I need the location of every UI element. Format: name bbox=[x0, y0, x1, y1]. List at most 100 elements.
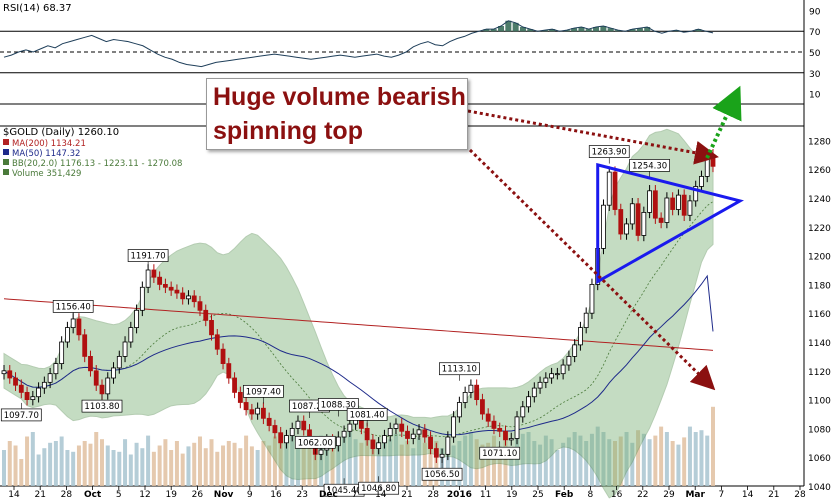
price-tick-label: 1260 bbox=[808, 166, 831, 176]
volume-bar bbox=[19, 459, 24, 486]
x-tick-label: 21 bbox=[34, 490, 45, 500]
x-tick-label: 11 bbox=[480, 490, 491, 500]
candle-body bbox=[382, 435, 387, 444]
price-annotation: 1097.70 bbox=[0, 402, 42, 422]
volume-bar bbox=[336, 444, 341, 486]
candle-body bbox=[122, 341, 128, 357]
candle-body bbox=[526, 396, 531, 408]
volume-bar bbox=[486, 442, 491, 486]
volume-bar bbox=[53, 441, 58, 486]
volume-bar bbox=[613, 441, 618, 486]
volume-bar bbox=[711, 406, 715, 486]
volume-bar bbox=[653, 435, 658, 486]
price-tick-label: 1180 bbox=[808, 281, 831, 291]
candle-body bbox=[566, 355, 572, 366]
candle-body bbox=[70, 318, 76, 328]
volume-bar bbox=[584, 441, 589, 486]
candle-body bbox=[480, 399, 485, 415]
candle-body bbox=[209, 319, 214, 336]
candle-body bbox=[266, 417, 272, 426]
candle-body bbox=[462, 391, 468, 403]
volume-bar bbox=[88, 443, 93, 486]
volume-bar bbox=[543, 435, 548, 486]
volume-bar bbox=[174, 441, 179, 486]
price-annotation-label: 1191.70 bbox=[131, 252, 166, 262]
volume-bar bbox=[42, 448, 47, 486]
rsi-tick-label: 30 bbox=[809, 70, 821, 80]
price-annotation-box bbox=[81, 399, 123, 413]
candle-body bbox=[635, 203, 641, 236]
candle-body bbox=[301, 420, 307, 431]
candle-body bbox=[7, 370, 13, 379]
rsi-tick-label: 10 bbox=[809, 91, 821, 101]
volume-bar bbox=[169, 450, 174, 486]
x-tick-label: 26 bbox=[192, 490, 204, 500]
volume-bar bbox=[347, 432, 352, 486]
volume-bar bbox=[295, 444, 300, 486]
x-tick-label: 16 bbox=[270, 490, 282, 500]
price-annotation-label: 1087.20 bbox=[292, 402, 327, 412]
price-annotation-box bbox=[479, 446, 521, 460]
volume-bar bbox=[682, 437, 687, 486]
candle-body bbox=[364, 427, 370, 441]
price-tick-label: 1060 bbox=[808, 454, 831, 464]
x-tick-label: 2016 bbox=[447, 490, 472, 500]
candle-body bbox=[65, 327, 70, 343]
price-annotation-label: 1097.70 bbox=[4, 411, 39, 421]
legend-entry: MA(200) 1134.21 bbox=[12, 139, 86, 149]
candle-body bbox=[162, 283, 168, 288]
volume-bar bbox=[278, 439, 283, 486]
volume-bar bbox=[134, 442, 139, 486]
candle-body bbox=[30, 396, 36, 401]
candle-body bbox=[589, 283, 595, 314]
price-tick-label: 1220 bbox=[808, 224, 831, 234]
candle-body bbox=[214, 334, 220, 350]
candle-body bbox=[439, 453, 445, 458]
candle-body bbox=[88, 355, 93, 372]
price-annotation-box bbox=[439, 362, 480, 376]
legend-entry: Volume 351,429 bbox=[12, 169, 81, 179]
candle-body bbox=[76, 318, 82, 336]
volume-bar bbox=[117, 451, 122, 486]
candle-body bbox=[393, 423, 399, 429]
price-tick-label: 1240 bbox=[808, 195, 831, 205]
bearish-arrow-lower bbox=[468, 148, 716, 391]
candle-body bbox=[36, 387, 41, 398]
volume-bar bbox=[209, 439, 214, 486]
price-annotation-box bbox=[588, 145, 630, 158]
price-annotation: 1113.10 bbox=[439, 362, 480, 381]
legend-swatch bbox=[3, 149, 9, 155]
candle-body bbox=[578, 327, 583, 346]
candle-body bbox=[139, 286, 145, 311]
volume-bar bbox=[249, 446, 254, 486]
candle-body bbox=[99, 384, 105, 395]
price-annotation: 1263.90 bbox=[588, 145, 630, 164]
volume-bar bbox=[526, 432, 531, 486]
rsi-overbought-fill bbox=[483, 20, 702, 32]
x-tick-label: 21 bbox=[768, 490, 779, 500]
price-annotation-label: 1113.10 bbox=[442, 365, 477, 375]
candle-body bbox=[647, 190, 652, 213]
volume-bar bbox=[290, 432, 295, 486]
price-tick-label: 1100 bbox=[808, 397, 831, 407]
volume-bar bbox=[607, 439, 612, 486]
volume-bar bbox=[48, 442, 53, 486]
candle-body bbox=[445, 436, 451, 455]
candle-body bbox=[237, 391, 243, 403]
volume-bar bbox=[111, 450, 116, 486]
x-tick-label: 21 bbox=[401, 490, 412, 500]
triangle-pattern bbox=[596, 162, 744, 285]
volume-bar bbox=[157, 445, 162, 486]
candle-body bbox=[468, 384, 474, 393]
volume-bar bbox=[203, 448, 208, 486]
rsi-line bbox=[3, 20, 714, 68]
x-tick-label: Dec bbox=[319, 490, 338, 500]
candle-body bbox=[618, 209, 624, 235]
volume-bar bbox=[480, 444, 485, 486]
candle-body bbox=[641, 211, 647, 236]
volume-bar bbox=[330, 441, 335, 486]
volume-bar bbox=[324, 448, 329, 486]
x-tick-label: 14 bbox=[8, 490, 20, 500]
candle-body bbox=[531, 387, 537, 398]
candle-body bbox=[105, 377, 111, 395]
